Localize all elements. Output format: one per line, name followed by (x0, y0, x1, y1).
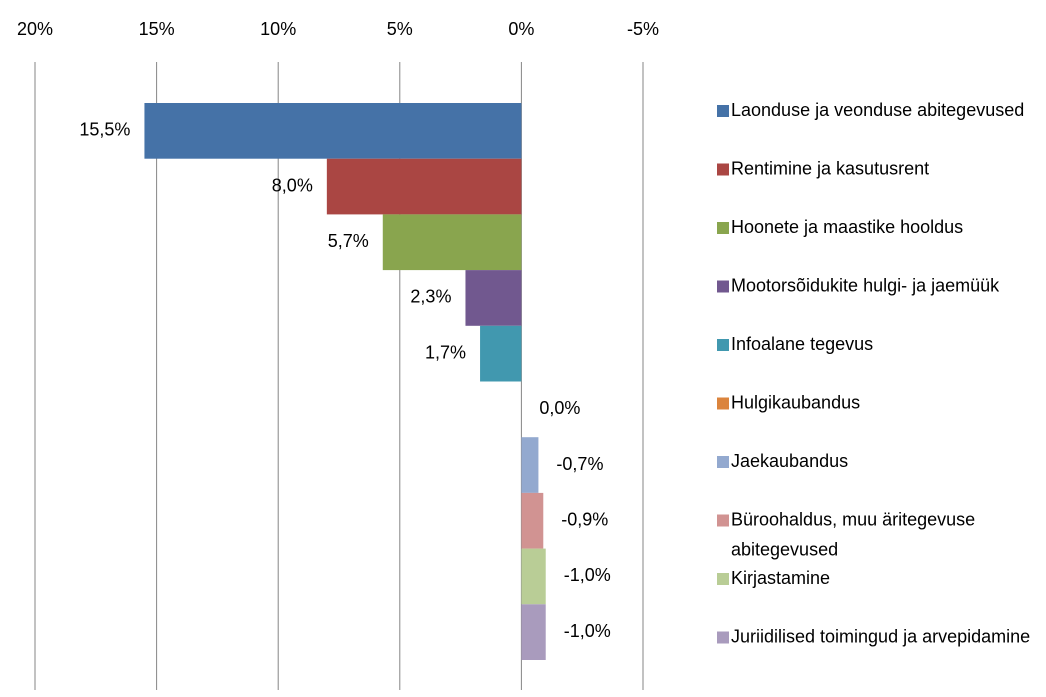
legend-swatch (717, 573, 729, 585)
legend-swatch (717, 397, 729, 410)
legend-swatch (717, 222, 729, 234)
data-label: 0,0% (539, 398, 580, 418)
data-label: -0,7% (556, 454, 603, 474)
legend-label: Laonduse ja veonduse abitegevused (731, 100, 1024, 120)
bar (521, 492, 544, 549)
legend-swatch (717, 280, 729, 293)
data-label: -1,0% (564, 565, 611, 585)
legend-swatch (717, 456, 729, 468)
legend-swatch (717, 514, 729, 527)
legend-label: Kirjastamine (731, 568, 830, 588)
bar (521, 437, 539, 493)
bar (144, 103, 522, 159)
data-label: 5,7% (328, 231, 369, 251)
x-tick-label: 15% (139, 19, 175, 39)
data-label: 8,0% (272, 175, 313, 195)
bar (465, 270, 522, 326)
data-label: 15,5% (79, 120, 130, 140)
x-tick-label: -5% (627, 19, 659, 39)
x-tick-label: 20% (17, 19, 53, 39)
legend-label: Hoonete ja maastike hooldus (731, 217, 963, 237)
x-tick-label: 0% (508, 19, 534, 39)
bar (521, 604, 546, 660)
legend-swatch (717, 339, 729, 351)
legend-swatch (717, 631, 729, 644)
bar (521, 548, 546, 605)
data-label: -1,0% (564, 621, 611, 641)
data-label: 2,3% (410, 287, 451, 307)
bar (382, 214, 522, 271)
legend-swatch (717, 105, 729, 117)
data-label: 1,7% (425, 342, 466, 362)
x-tick-label: 5% (387, 19, 413, 39)
legend-label: Jaekaubandus (731, 451, 848, 471)
x-tick-label: 10% (260, 19, 296, 39)
data-label: -0,9% (561, 510, 608, 530)
legend-label: Mootorsõidukite hulgi- ja jaemüük (731, 275, 1000, 295)
legend-label: Hulgikaubandus (731, 392, 860, 412)
legend-label: Büroohaldus, muu äritegevuse abitegevuse… (731, 509, 980, 559)
bar (480, 325, 522, 382)
bar (326, 158, 522, 215)
legend-label: Infoalane tegevus (731, 334, 873, 354)
legend-label: Rentimine ja kasutusrent (731, 158, 929, 178)
legend-label: Juriidilised toimingud ja arvepidamine (731, 626, 1030, 646)
legend-swatch (717, 163, 729, 176)
